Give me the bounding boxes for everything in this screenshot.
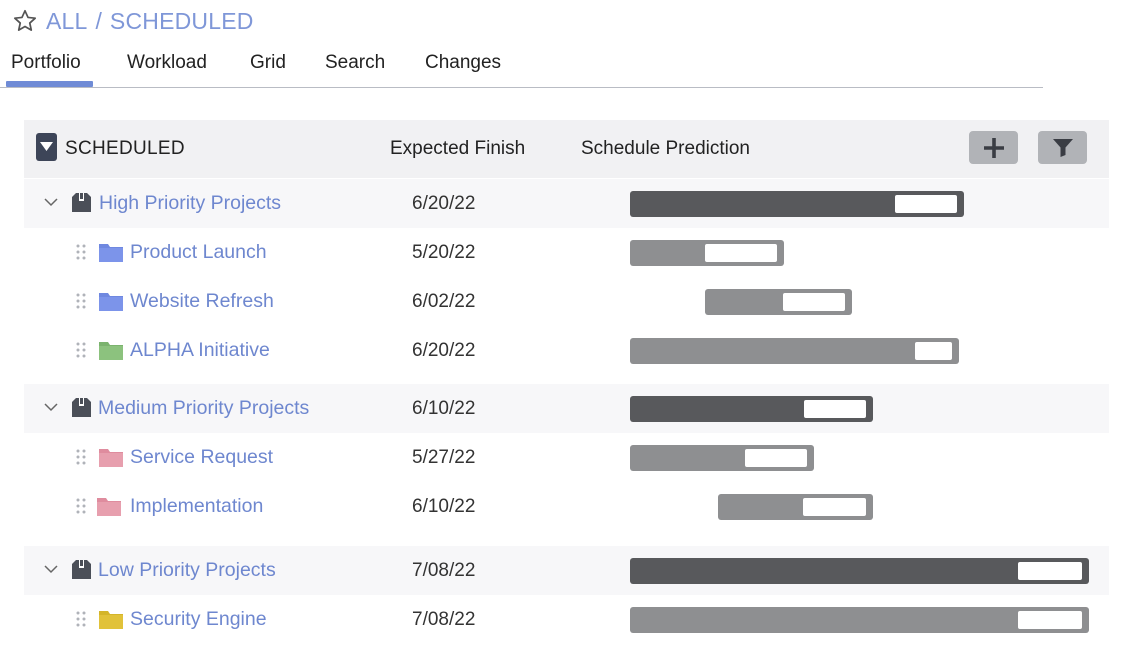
breadcrumb-separator: / — [95, 7, 102, 34]
chevron-down-icon[interactable] — [43, 399, 59, 415]
schedule-prediction-bar — [630, 445, 814, 471]
breadcrumb: ALL / SCHEDULED — [12, 6, 254, 36]
tab-grid[interactable]: Grid — [250, 52, 286, 73]
drag-handle-icon[interactable] — [76, 341, 86, 359]
add-button[interactable] — [969, 131, 1018, 164]
row-name-link[interactable]: Service Request — [130, 446, 274, 468]
row-name-link[interactable]: Low Priority Projects — [98, 559, 276, 581]
expected-finish-date: 7/08/22 — [412, 560, 476, 581]
expected-finish-date: 6/20/22 — [412, 340, 476, 361]
drag-handle-icon[interactable] — [76, 243, 86, 261]
row-name-link[interactable]: Medium Priority Projects — [98, 397, 310, 419]
collapse-all-toggle[interactable] — [36, 133, 57, 161]
row-name-link[interactable]: Product Launch — [130, 241, 267, 263]
tab-workload[interactable]: Workload — [127, 52, 207, 73]
folder-pink-icon — [99, 449, 123, 467]
expected-finish-date: 5/27/22 — [412, 447, 476, 468]
expected-finish-date: 7/08/22 — [412, 609, 476, 630]
folder-blue-icon — [99, 244, 123, 262]
box-icon — [72, 193, 91, 212]
breadcrumb-current[interactable]: SCHEDULED — [109, 7, 254, 34]
grid-header: SCHEDULED Expected Finish Schedule Predi… — [24, 120, 1109, 178]
schedule-prediction-bar — [630, 396, 873, 422]
schedule-prediction-bar — [630, 240, 784, 266]
drag-handle-icon[interactable] — [76, 610, 86, 628]
tab-bar: Portfolio Workload Grid Search Changes — [0, 46, 1043, 88]
row-name-link[interactable]: Security Engine — [130, 608, 267, 630]
filter-icon — [1052, 138, 1073, 157]
folder-pink-icon — [97, 498, 121, 516]
drag-handle-icon[interactable] — [76, 292, 86, 310]
column-header-expected-finish[interactable]: Expected Finish — [390, 138, 526, 159]
schedule-prediction-bar — [630, 338, 959, 364]
chevron-down-icon[interactable] — [43, 194, 59, 210]
row-name-link[interactable]: ALPHA Initiative — [130, 339, 270, 361]
project-row[interactable]: Implementation 6/10/22 — [24, 482, 1109, 531]
chevron-down-icon[interactable] — [43, 561, 59, 577]
project-row[interactable]: Product Launch 5/20/22 — [24, 228, 1109, 277]
group-row[interactable]: Medium Priority Projects 6/10/22 — [24, 384, 1109, 433]
box-icon — [72, 398, 91, 417]
schedule-prediction-bar — [705, 289, 852, 315]
folder-green-icon — [99, 342, 123, 360]
box-icon — [72, 560, 91, 579]
plus-icon — [983, 137, 1004, 158]
folder-blue-icon — [99, 293, 123, 311]
project-row[interactable]: Website Refresh 6/02/22 — [24, 277, 1109, 326]
row-name-link[interactable]: Implementation — [130, 495, 264, 517]
project-row[interactable]: ALPHA Initiative 6/20/22 — [24, 326, 1109, 375]
schedule-prediction-bar — [630, 558, 1089, 584]
breadcrumb-root[interactable]: ALL — [46, 7, 88, 34]
row-name-link[interactable]: Website Refresh — [130, 290, 274, 312]
expected-finish-date: 6/02/22 — [412, 291, 476, 312]
active-tab-indicator — [6, 81, 93, 87]
group-row[interactable]: Low Priority Projects 7/08/22 — [24, 546, 1109, 595]
expected-finish-date: 6/10/22 — [412, 398, 476, 419]
star-icon[interactable] — [12, 8, 38, 34]
grid-title: SCHEDULED — [65, 138, 185, 159]
schedule-prediction-bar — [630, 191, 964, 217]
expected-finish-date: 6/20/22 — [412, 193, 476, 214]
expected-finish-date: 5/20/22 — [412, 242, 476, 263]
tab-changes[interactable]: Changes — [425, 52, 502, 73]
drag-handle-icon[interactable] — [76, 448, 86, 466]
project-row[interactable]: Security Engine 7/08/22 — [24, 595, 1109, 644]
project-row[interactable]: Service Request 5/27/22 — [24, 433, 1109, 482]
filter-button[interactable] — [1038, 131, 1087, 164]
row-name-link[interactable]: High Priority Projects — [99, 192, 282, 214]
expected-finish-date: 6/10/22 — [412, 496, 476, 517]
group-row[interactable]: High Priority Projects 6/20/22 — [24, 179, 1109, 228]
folder-yellow-icon — [99, 611, 123, 629]
drag-handle-icon[interactable] — [76, 497, 86, 515]
schedule-prediction-bar — [630, 607, 1089, 633]
caret-down-icon — [40, 142, 53, 151]
tab-search[interactable]: Search — [325, 52, 386, 73]
tab-portfolio[interactable]: Portfolio — [11, 52, 81, 73]
schedule-prediction-bar — [718, 494, 873, 520]
column-header-schedule-prediction[interactable]: Schedule Prediction — [581, 138, 750, 159]
